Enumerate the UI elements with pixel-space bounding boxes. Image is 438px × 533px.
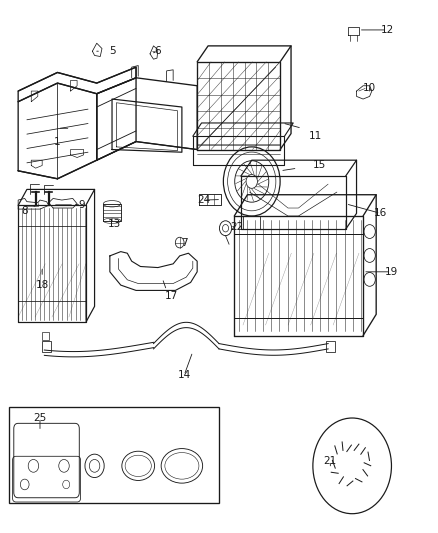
Text: 25: 25	[33, 413, 46, 423]
Text: 6: 6	[155, 46, 161, 56]
Text: 10: 10	[363, 83, 376, 93]
Text: 22: 22	[230, 222, 243, 232]
Text: 5: 5	[109, 46, 115, 56]
Bar	[10, 407, 219, 503]
Bar	[42, 341, 51, 352]
Text: 24: 24	[197, 195, 210, 205]
Text: 7: 7	[181, 238, 187, 247]
Text: 9: 9	[78, 200, 85, 211]
Text: 18: 18	[35, 280, 49, 290]
Text: 21: 21	[324, 456, 337, 465]
Bar	[326, 341, 335, 352]
Text: 12: 12	[381, 25, 394, 35]
Text: 11: 11	[308, 131, 321, 141]
Text: 15: 15	[313, 160, 326, 171]
Text: 13: 13	[108, 219, 121, 229]
Text: 1: 1	[54, 136, 61, 147]
Text: 17: 17	[164, 290, 177, 301]
Text: 19: 19	[385, 267, 398, 277]
Text: 16: 16	[374, 208, 387, 219]
Bar	[42, 332, 49, 340]
Text: 14: 14	[177, 370, 191, 381]
Text: 8: 8	[21, 206, 28, 216]
